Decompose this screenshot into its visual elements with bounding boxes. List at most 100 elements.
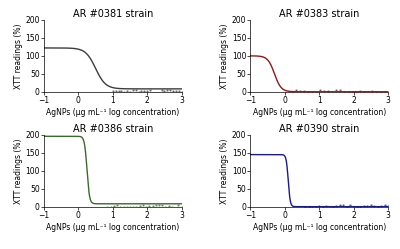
Point xyxy=(101,206,107,210)
Point xyxy=(309,205,316,209)
Point xyxy=(374,205,381,209)
Point xyxy=(175,203,182,207)
Point xyxy=(162,205,169,209)
Y-axis label: XTT readings (%): XTT readings (%) xyxy=(220,23,229,89)
Point xyxy=(172,205,178,209)
Point xyxy=(325,89,331,93)
Point xyxy=(130,88,136,92)
Title: AR #0383 strain: AR #0383 strain xyxy=(279,9,359,19)
Point xyxy=(114,203,120,207)
Point xyxy=(120,205,127,209)
Point xyxy=(357,89,363,93)
Point xyxy=(316,204,322,208)
Point xyxy=(104,205,111,209)
Point xyxy=(121,90,128,94)
Point xyxy=(326,206,333,210)
Point xyxy=(150,91,156,95)
Point xyxy=(349,90,355,94)
Point xyxy=(385,90,391,94)
Point xyxy=(140,203,146,207)
Point xyxy=(364,204,370,208)
Point xyxy=(153,203,159,207)
Point xyxy=(167,88,173,92)
X-axis label: AgNPs (μg mL⁻¹ log concentration): AgNPs (μg mL⁻¹ log concentration) xyxy=(252,223,386,232)
Point xyxy=(178,205,185,209)
Point xyxy=(110,89,116,93)
Point xyxy=(153,91,159,95)
Point xyxy=(156,203,162,207)
Y-axis label: XTT readings (%): XTT readings (%) xyxy=(220,138,229,203)
Point xyxy=(130,205,136,209)
Point xyxy=(369,89,375,93)
Point xyxy=(138,89,145,93)
Point xyxy=(304,90,311,94)
Point xyxy=(143,205,149,209)
Point xyxy=(320,205,326,209)
Point xyxy=(147,88,153,92)
Point xyxy=(361,204,367,208)
Point xyxy=(296,89,303,93)
Point xyxy=(347,203,353,207)
Point xyxy=(373,90,379,94)
Title: AR #0381 strain: AR #0381 strain xyxy=(73,9,153,19)
Point xyxy=(144,89,150,93)
Point xyxy=(166,204,172,208)
Point xyxy=(117,205,124,209)
Point xyxy=(385,204,391,208)
Point xyxy=(378,204,384,208)
Point xyxy=(302,205,309,209)
Point xyxy=(136,204,143,208)
Y-axis label: XTT readings (%): XTT readings (%) xyxy=(14,23,22,89)
Point xyxy=(112,89,119,93)
Point xyxy=(365,90,371,94)
Point xyxy=(176,89,182,93)
Point xyxy=(124,205,130,209)
Point xyxy=(158,88,165,92)
Point xyxy=(341,90,347,94)
Point xyxy=(178,90,185,94)
Point xyxy=(323,204,329,208)
Title: AR #0390 strain: AR #0390 strain xyxy=(279,124,359,134)
Point xyxy=(350,206,357,210)
X-axis label: AgNPs (μg mL⁻¹ log concentration): AgNPs (μg mL⁻¹ log concentration) xyxy=(46,108,180,117)
Point xyxy=(161,89,168,93)
Point xyxy=(357,205,364,209)
Point xyxy=(111,204,117,208)
Point xyxy=(115,89,122,93)
Point xyxy=(330,204,336,208)
Point xyxy=(127,90,133,94)
Point xyxy=(108,205,114,209)
Point xyxy=(300,89,307,93)
Point xyxy=(170,89,176,93)
Point xyxy=(156,91,162,95)
Point xyxy=(333,88,339,92)
Point xyxy=(353,90,359,94)
Point xyxy=(329,91,335,95)
Point xyxy=(149,204,156,208)
X-axis label: AgNPs (μg mL⁻¹ log concentration): AgNPs (μg mL⁻¹ log concentration) xyxy=(46,223,180,232)
Point xyxy=(381,203,388,207)
Point xyxy=(118,89,125,93)
Point xyxy=(340,203,346,207)
Point xyxy=(368,203,374,207)
Point xyxy=(124,89,130,93)
Point xyxy=(333,204,340,208)
Point xyxy=(141,89,148,93)
Point xyxy=(164,88,170,92)
Point xyxy=(159,203,166,207)
Point xyxy=(381,90,387,94)
Point xyxy=(306,205,312,209)
Point xyxy=(132,88,139,92)
Point xyxy=(354,205,360,209)
Point xyxy=(361,90,367,94)
Title: AR #0386 strain: AR #0386 strain xyxy=(73,124,153,134)
Point xyxy=(146,204,152,208)
Point xyxy=(127,204,133,208)
Point xyxy=(169,205,175,209)
Point xyxy=(173,89,179,93)
Point xyxy=(337,88,343,92)
Point xyxy=(371,204,378,208)
X-axis label: AgNPs (μg mL⁻¹ log concentration): AgNPs (μg mL⁻¹ log concentration) xyxy=(252,108,386,117)
Point xyxy=(308,90,315,94)
Point xyxy=(345,90,351,94)
